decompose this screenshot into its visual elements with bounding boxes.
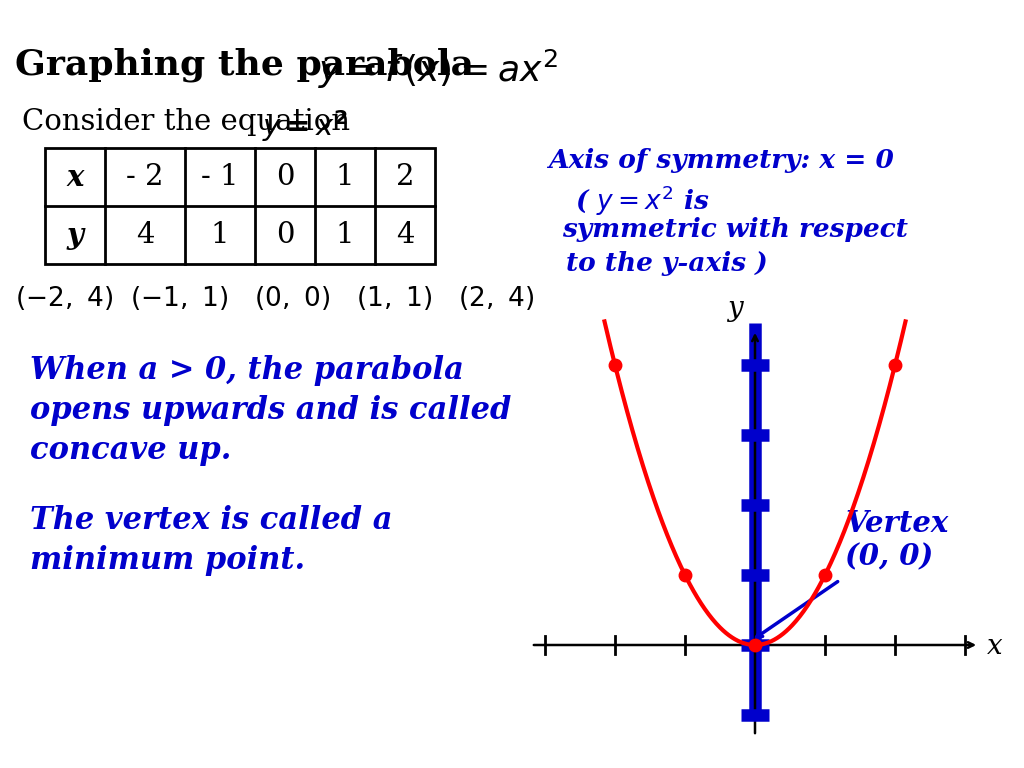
Text: x: x: [67, 163, 84, 191]
Text: 4: 4: [395, 221, 415, 249]
Text: Consider the equation: Consider the equation: [22, 108, 359, 136]
Text: $y = f\,(x) = ax^2$: $y = f\,(x) = ax^2$: [318, 48, 558, 91]
Text: Axis of symmetry: x = 0: Axis of symmetry: x = 0: [548, 148, 894, 173]
Text: Vertex
(0, 0): Vertex (0, 0): [845, 508, 948, 571]
Text: y: y: [727, 295, 742, 322]
Text: 4: 4: [136, 221, 155, 249]
Text: The vertex is called a: The vertex is called a: [30, 505, 392, 536]
Text: Graphing the parabola: Graphing the parabola: [15, 48, 486, 82]
Text: symmetric with respect: symmetric with respect: [562, 217, 908, 242]
Text: $(-2,\ 4)\ \ (-1,\ 1)\ \ \ (0,\ 0)\ \ \ (1,\ 1)\ \ \ (2,\ 4)$: $(-2,\ 4)\ \ (-1,\ 1)\ \ \ (0,\ 0)\ \ \ …: [15, 284, 535, 312]
Text: opens upwards and is called: opens upwards and is called: [30, 395, 511, 426]
Text: x: x: [987, 634, 1002, 660]
Bar: [45, 148, 435, 264]
Text: 2: 2: [395, 163, 415, 191]
Text: 0: 0: [275, 221, 294, 249]
Text: minimum point.: minimum point.: [30, 545, 305, 576]
Text: - 2: - 2: [126, 163, 164, 191]
Text: When a > 0, the parabola: When a > 0, the parabola: [30, 355, 464, 386]
Text: concave up.: concave up.: [30, 435, 231, 466]
Text: to the y-axis ): to the y-axis ): [566, 251, 768, 276]
Text: 1: 1: [336, 163, 354, 191]
Text: 0: 0: [275, 163, 294, 191]
Text: - 1: - 1: [202, 163, 239, 191]
Text: y: y: [67, 220, 83, 250]
Text: 1: 1: [336, 221, 354, 249]
Text: $\bf{\it{y}} = \bf{\it{x}}^2$: $\bf{\it{y}} = \bf{\it{x}}^2$: [262, 108, 347, 144]
Text: ( $y=x^2$ is: ( $y=x^2$ is: [575, 183, 710, 217]
Text: 1: 1: [211, 221, 229, 249]
